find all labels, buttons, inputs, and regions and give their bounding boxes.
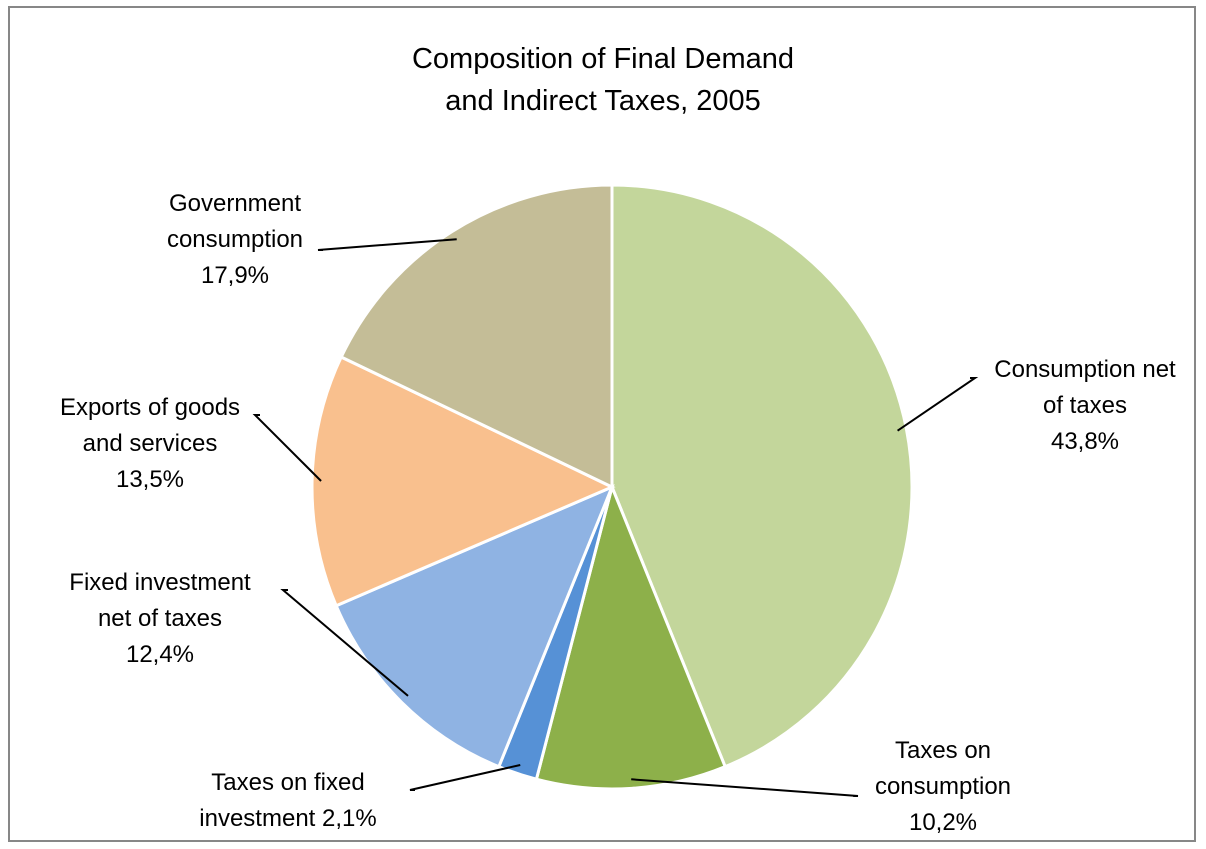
chart-title-line-1: Composition of Final Demand (411, 43, 794, 75)
pie-slice-5 (339, 183, 614, 490)
slice-label-name-1: Government (168, 190, 302, 217)
leader-line-4 (252, 414, 322, 482)
pie-slice-0 (610, 183, 914, 769)
leader-line-3 (280, 589, 409, 697)
slice-label-exports-of-goods-and-services: Exports of goods and services 13,5% (30, 390, 270, 498)
slice-label-name-1: Taxes on fixed (211, 769, 365, 796)
slice-label-consumption-net-of-taxes: Consumption net of taxes 43,8% (975, 352, 1195, 460)
slice-label-name-1: Fixed investment (69, 569, 251, 596)
slice-label-taxes-on-consumption: Taxes on consumption 10,2% (858, 733, 1028, 841)
slice-value-label: 10,2% (908, 809, 978, 836)
slice-label-name-value-line: investment 2,1% (168, 801, 408, 837)
leader-line-1 (631, 778, 859, 797)
slice-label-fixed-investment-net-of-taxes: Fixed investment net of taxes 12,4% (40, 565, 280, 673)
chart-title: Composition of Final Demand and Indirect… (0, 38, 1206, 122)
slice-label-name-2: investment (199, 805, 316, 832)
slice-label-name-2: and services (82, 430, 218, 457)
slice-label-name-2: net of taxes (97, 605, 223, 632)
slice-label-taxes-on-fixed-investment: Taxes on fixed investment 2,1% (168, 765, 408, 837)
slice-value-label: 2,1% (322, 805, 377, 832)
slice-label-name-2: consumption (166, 226, 304, 253)
slice-label-name-1: Taxes on (894, 737, 992, 764)
pie-slice-4 (310, 355, 616, 608)
leader-line-0 (897, 377, 979, 432)
slice-value-label: 43,8% (1050, 428, 1120, 455)
chart-title-line-2: and Indirect Taxes, 2005 (445, 85, 761, 117)
leader-line-2 (409, 764, 521, 791)
pie-slice-1 (534, 482, 728, 791)
slice-label-name-2: consumption (874, 773, 1012, 800)
slice-label-name-2: of taxes (1042, 392, 1128, 419)
slice-value-label: 13,5% (115, 466, 185, 493)
slice-label-name-1: Consumption net (994, 356, 1176, 383)
slice-label-government-consumption: Government consumption 17,9% (120, 186, 350, 294)
leader-line-5 (317, 238, 457, 251)
pie-slice-3 (334, 484, 615, 769)
slice-label-name-1: Exports of goods (59, 394, 241, 421)
slice-value-label: 17,9% (200, 262, 270, 289)
slice-value-label: 12,4% (125, 641, 195, 668)
